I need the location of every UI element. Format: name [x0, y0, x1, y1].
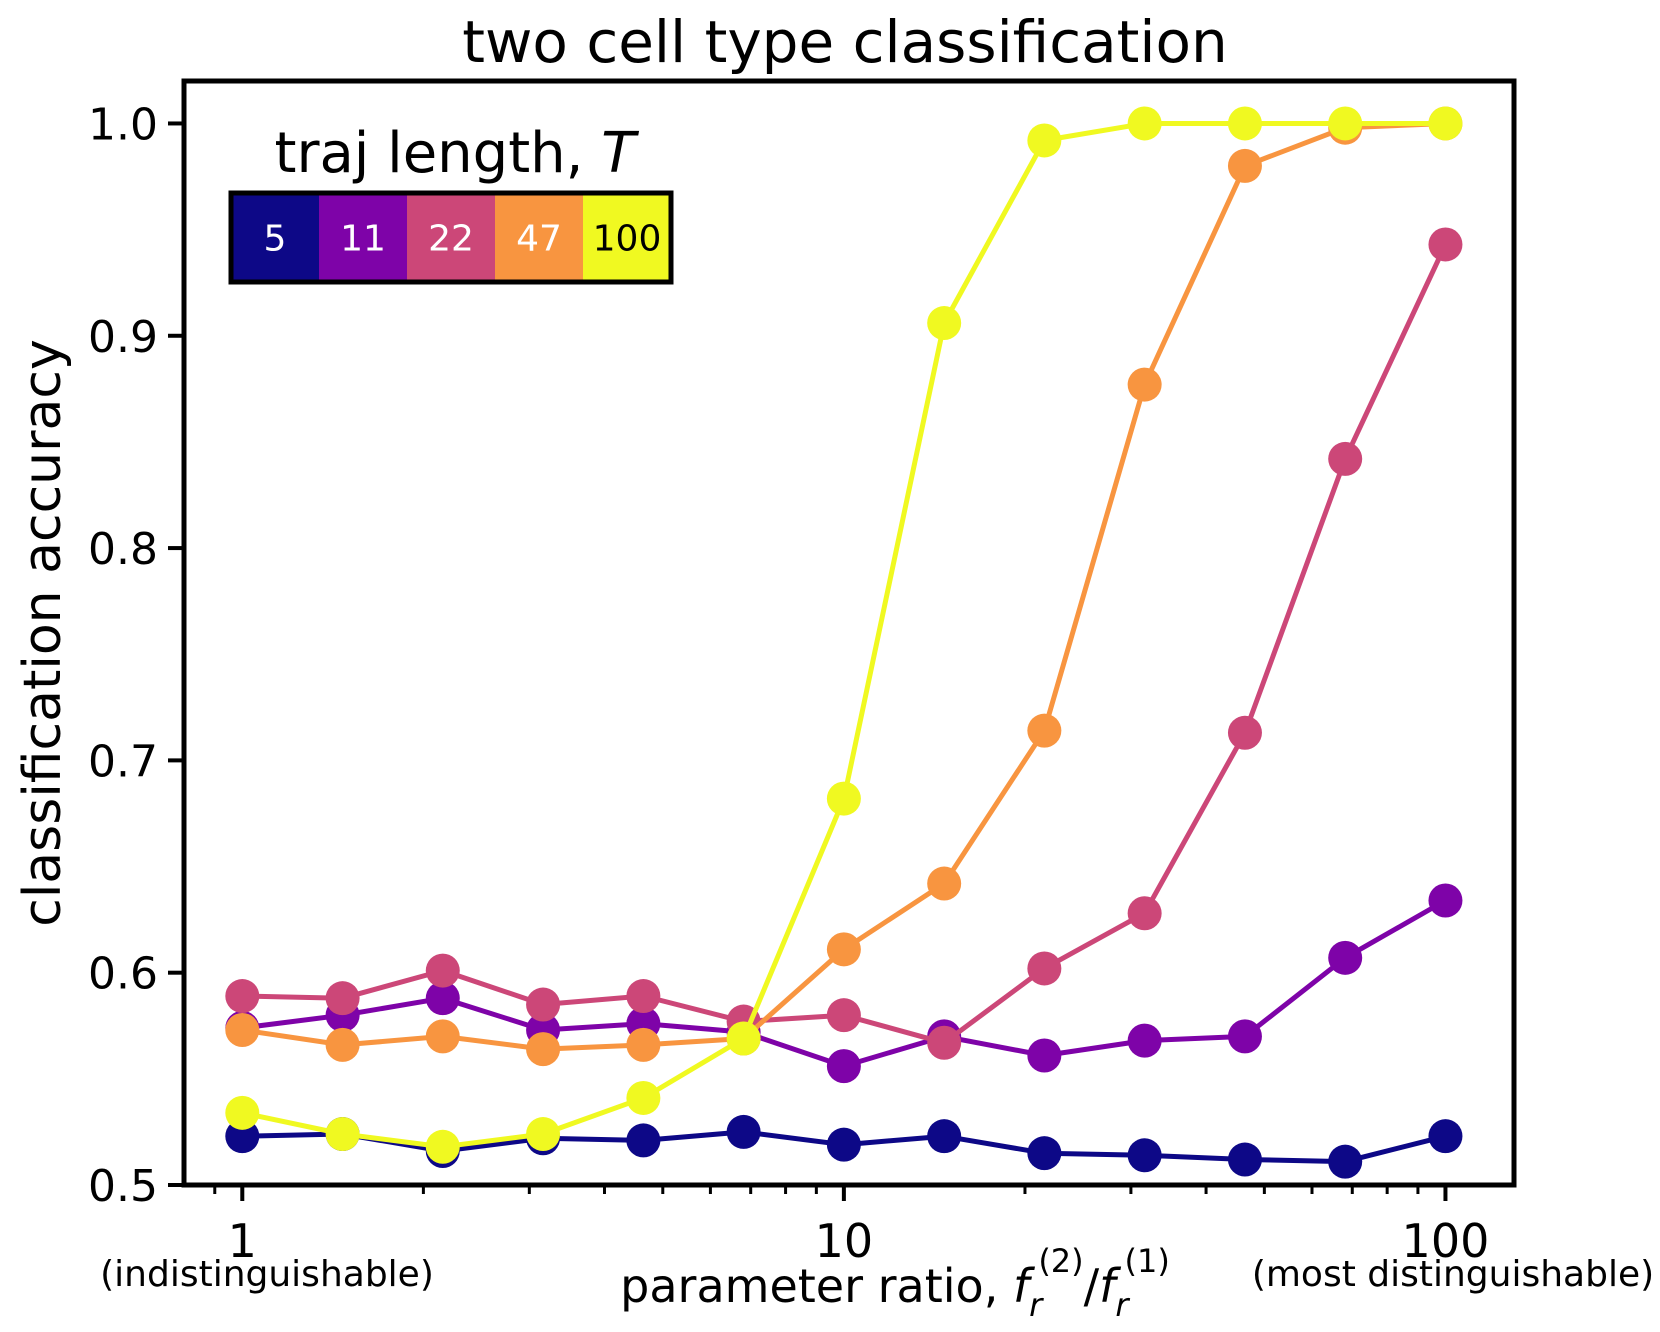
legend-label-47: 47: [516, 219, 562, 260]
series-22-point-4: [626, 979, 661, 1014]
legend-swatch-5: [231, 193, 319, 282]
series-100-point-8: [1027, 123, 1062, 158]
series-11: [225, 883, 1463, 1084]
plot-frame: [181, 78, 1517, 1188]
y-tick-label-4: 0.9: [88, 312, 158, 363]
legend-title-italic: T: [601, 121, 639, 186]
y-axis-ticks: 0.5 0.6 0.7 0.8 0.9 1.0: [88, 99, 184, 1212]
series-47-point-0: [225, 1013, 260, 1048]
series-47-point-10: [1227, 148, 1262, 183]
series-22-line: [242, 243, 1448, 1046]
series-11-line: [241, 898, 1447, 1069]
legend-frame: [228, 190, 674, 285]
x-sublabel-right: (most distinguishable): [1252, 1254, 1654, 1295]
series-47-point-6: [826, 932, 861, 967]
series-47-point-8: [1027, 713, 1062, 748]
series-100-point-1: [325, 1117, 360, 1152]
series-5-point-10: [1227, 1142, 1262, 1177]
series-22-point-3: [526, 987, 561, 1022]
series-5-point-12: [1428, 1119, 1463, 1154]
series-22-point-2: [425, 953, 460, 988]
x-tick-label-1: 10: [815, 1214, 874, 1268]
chart-title: two cell type classification: [462, 8, 1228, 76]
series-100-point-2: [425, 1129, 460, 1164]
legend-label-22: 22: [428, 219, 474, 260]
series-5-point-4: [626, 1123, 661, 1158]
series-22-point-10: [1227, 715, 1262, 750]
series-100-point-4: [626, 1080, 661, 1115]
legend-title: traj length, T: [275, 121, 640, 186]
series-100: [225, 106, 1463, 1164]
series-47-point-3: [526, 1032, 561, 1067]
x-label-f2-sup: (2): [1038, 1242, 1083, 1280]
series-11-point-10: [1227, 1019, 1262, 1054]
series-5-point-0: [225, 1119, 260, 1154]
x-label-f1-sub: r: [1115, 1286, 1130, 1324]
y-tick-label-2: 0.7: [88, 736, 158, 787]
series-47-point-4: [626, 1027, 661, 1062]
series-100-point-11: [1328, 106, 1363, 141]
series-47-point-9: [1127, 367, 1162, 402]
legend-label-11: 11: [340, 219, 386, 260]
legend-title-text: traj length,: [275, 121, 602, 186]
legend-swatch-22: [407, 193, 495, 282]
series-100-point-0: [225, 1095, 260, 1130]
series-5-point-6: [826, 1127, 861, 1162]
x-label-f2-sub: r: [1029, 1286, 1044, 1324]
legend-swatch-100: [583, 193, 671, 282]
y-tick-label-0: 0.5: [88, 1161, 158, 1212]
x-axis-label: parameter ratio, fr(2)/fr(1): [620, 1242, 1170, 1324]
series-22-point-11: [1328, 441, 1363, 476]
legend-label-5: 5: [264, 219, 287, 260]
y-axis-label: classification accuracy: [13, 339, 73, 927]
legend-swatches: 5 11 22 47 100: [231, 193, 671, 282]
x-label-slash: /: [1084, 1259, 1100, 1313]
x-label-f1-sup: (1): [1125, 1242, 1170, 1280]
series-11-point-9: [1127, 1023, 1162, 1058]
legend-swatch-47: [495, 193, 583, 282]
x-axis-ticks: 1 10 100: [213, 1185, 1490, 1268]
series-100-point-7: [927, 306, 962, 341]
series-11-point-6: [826, 1049, 861, 1084]
series-47-point-2: [425, 1019, 460, 1054]
series-5-point-7: [927, 1119, 962, 1154]
series-22-point-9: [1127, 896, 1162, 931]
x-tick-label-2: 100: [1402, 1214, 1490, 1268]
series-100-point-6: [826, 781, 861, 816]
series-100-point-3: [526, 1117, 561, 1152]
series-11-point-2: [425, 981, 460, 1016]
legend-label-100: 100: [593, 219, 662, 260]
series-100-point-5: [726, 1021, 761, 1056]
series-5-point-11: [1328, 1144, 1363, 1179]
series-22-point-12: [1428, 227, 1463, 262]
plot-area: 1 10 100 0.5 0.6 0.7 0.8 0.9 1.0: [88, 78, 1517, 1268]
series-11-point-11: [1328, 940, 1363, 975]
x-sublabel-left: (indistinguishable): [100, 1254, 434, 1295]
legend: traj length, T 5 11 22 47 100: [228, 121, 674, 285]
series-5-point-5: [726, 1114, 761, 1149]
series-layer: [225, 106, 1463, 1179]
y-tick-label-3: 0.8: [88, 524, 158, 575]
x-tick-label-0: 1: [228, 1214, 257, 1268]
series-11-point-12: [1428, 883, 1463, 918]
series-22-point-6: [826, 998, 861, 1033]
series-47-point-1: [325, 1027, 360, 1062]
series-22-point-7: [927, 1025, 962, 1060]
series-5-point-9: [1127, 1138, 1162, 1173]
y-tick-label-5: 1.0: [88, 99, 158, 150]
series-22-point-1: [325, 981, 360, 1016]
series-100-point-10: [1227, 106, 1262, 141]
series-47-point-7: [927, 866, 962, 901]
series-22-point-8: [1027, 951, 1062, 986]
series-100-point-9: [1127, 106, 1162, 141]
series-100-point-12: [1428, 106, 1463, 141]
series-5: [225, 1114, 1463, 1179]
series-5-point-8: [1027, 1136, 1062, 1171]
x-axis-label-text: parameter ratio,: [620, 1259, 1013, 1313]
y-tick-label-1: 0.6: [88, 949, 158, 1000]
series-22-point-0: [225, 979, 260, 1014]
legend-swatch-11: [319, 193, 407, 282]
series-11-point-8: [1027, 1038, 1062, 1073]
